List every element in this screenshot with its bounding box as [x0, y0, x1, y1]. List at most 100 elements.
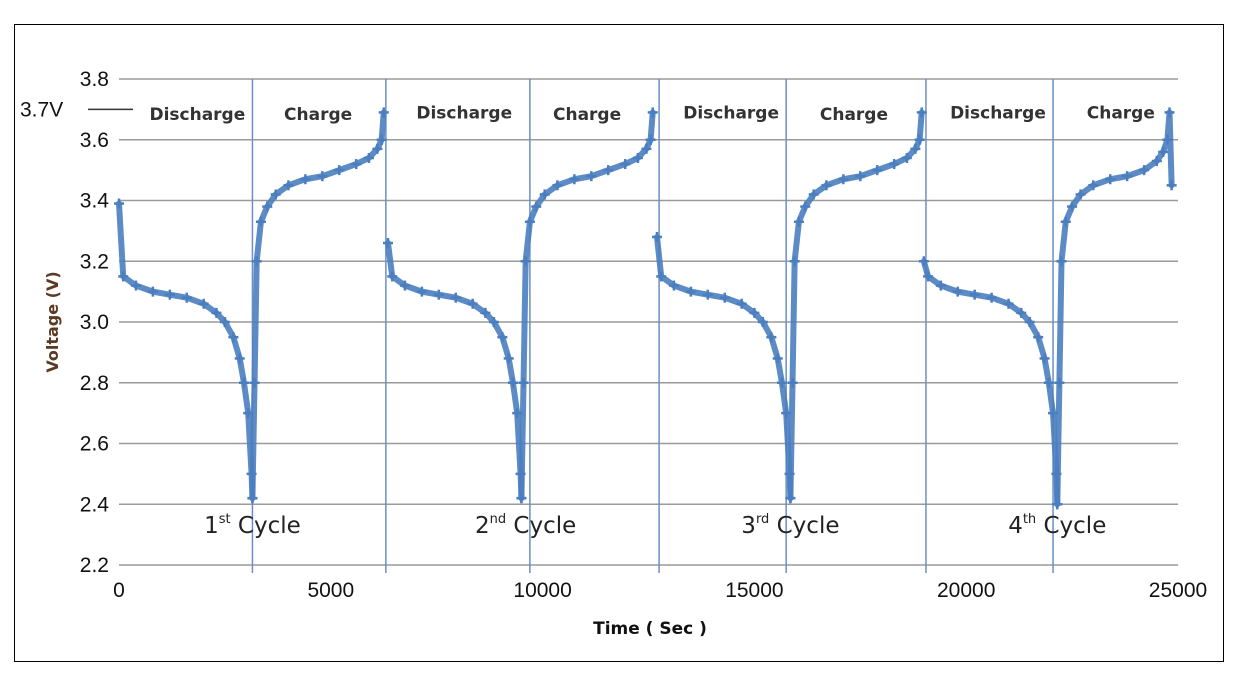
cycle-3-charge-point [787, 377, 798, 388]
cycle-4-charge-point [1164, 107, 1175, 118]
cycle-3-charge-point [855, 171, 866, 182]
x-tick-label: 15000 [725, 579, 783, 602]
cycle-3-charge-point [872, 165, 883, 176]
cycle-ordinal-suffix: rd [756, 512, 769, 527]
cycle-3-charge-point [914, 134, 925, 145]
cycle-4-discharge-point [923, 271, 934, 282]
cycle-2-discharge-line [384, 240, 525, 502]
cycle-2-discharge-point [416, 286, 427, 297]
cycle-1-discharge-point [130, 280, 141, 291]
y-tick-labels: 2.2 2.4 2.6 2.8 3.0 3.2 3.4 3.6 3.8 [80, 68, 110, 577]
cycle-2-discharge-point [507, 377, 518, 388]
cycle-4-charge-point [1075, 189, 1086, 200]
cycle-3-charge-point [838, 174, 849, 185]
x-tick-label: 20000 [937, 579, 995, 602]
cycle-1-charge-point [300, 174, 311, 185]
cycle-3-discharge-point [668, 280, 679, 291]
cycle-4-discharge-point [935, 280, 946, 291]
cycle-3-charge-point [910, 143, 921, 154]
voltage-series [114, 107, 1177, 510]
reference-line-label: 3.7V [20, 98, 63, 121]
x-tick-label: 5000 [307, 579, 354, 602]
cycle-1-charge-point [334, 165, 345, 176]
cycle-1-charge-point [249, 377, 260, 388]
cycle-2-charge-point [632, 152, 643, 163]
cycle-2-charge-point [603, 165, 614, 176]
x-tick-label: 25000 [1149, 579, 1207, 602]
cycle-1-charge-line [249, 109, 387, 502]
cycle-1-discharge-point [219, 317, 230, 327]
cycle-1-discharge-point [234, 353, 245, 364]
chart-frame [14, 24, 1224, 662]
cycle-2-charge-point [641, 143, 652, 154]
cycle-number: 1 [204, 513, 219, 539]
cycle-1-discharge-point [228, 332, 239, 343]
cycle-3-charge-point [901, 152, 912, 163]
cycle-2-discharge-point [450, 292, 461, 303]
cycle-1-discharge-point [181, 292, 192, 303]
cycle-3-discharge-point [702, 289, 713, 300]
cycle-4-discharge-point [1033, 332, 1044, 343]
cycle-2-discharge-point [467, 298, 478, 309]
cycle-2-discharge-point [497, 332, 508, 343]
cycle-3-discharge-point [719, 292, 730, 303]
cycle-1-charge-point [376, 134, 387, 145]
cycle-ordinal-suffix: th [1023, 512, 1036, 527]
y-tick-label: 3.6 [80, 129, 109, 152]
cycle-label: 4th Cycle [1008, 512, 1106, 539]
cycle-number: 3 [741, 513, 756, 539]
cycle-word: Cycle [769, 513, 839, 539]
cycle-1-charge-point [283, 180, 294, 191]
cycle-3-charge-point [793, 216, 804, 227]
cycle-2-charge-point [647, 107, 658, 118]
cycle-4-discharge-point [1039, 353, 1050, 364]
cycle-4-discharge-point [918, 256, 929, 267]
cycle-1-charge-point [270, 189, 281, 200]
cycle-4-charge-point [1052, 499, 1063, 510]
cycle-2-charge-point [518, 377, 529, 388]
cycle-1-discharge-line [116, 200, 256, 502]
cycle-3-discharge-point [736, 298, 747, 309]
cycle-1-charge-point [317, 171, 328, 182]
phase-label: Discharge [683, 103, 779, 123]
x-tick-label: 0 [113, 579, 125, 602]
x-tick-label: 10000 [513, 579, 571, 602]
cycle-4-discharge-point [986, 292, 997, 303]
cycle-4-charge-point [1166, 180, 1177, 191]
phase-label: Discharge [149, 105, 245, 125]
cycle-1-charge-point [378, 107, 389, 118]
y-tick-label: 2.6 [80, 433, 109, 456]
cycle-4-charge-point [1054, 377, 1065, 388]
cycle-4-charge-point [1122, 171, 1133, 182]
cycle-4-charge-point [1151, 156, 1162, 167]
cycle-3-charge-point [889, 159, 900, 170]
cycle-2-discharge-point [387, 271, 398, 282]
phase-label: Discharge [950, 103, 1046, 123]
cycle-2-charge-point [539, 189, 550, 200]
cycle-1-charge-point [262, 201, 273, 212]
cycle-2-charge-point [552, 180, 563, 191]
cycle-3-charge-point [789, 256, 800, 267]
cycle-2-charge-point [586, 171, 597, 182]
cycle-2-charge-point [520, 256, 531, 267]
cycle-2-charge-point [531, 201, 542, 212]
cycle-3-discharge-point [749, 307, 760, 318]
cycle-1-discharge-point [198, 298, 209, 309]
cycle-1-discharge-point [211, 307, 222, 318]
cycle-2-charge-point [569, 174, 580, 185]
cycle-3-discharge-point [757, 317, 768, 327]
cycle-3-discharge-point [766, 332, 777, 343]
cycle-3-discharge-point [772, 353, 783, 364]
y-tick-label: 3.8 [80, 68, 109, 91]
cycle-4-discharge-point [969, 289, 980, 300]
cycle-number: 4 [1008, 513, 1023, 539]
cycle-1-discharge-point [118, 271, 129, 282]
cycle-number: 2 [475, 513, 490, 539]
reference-line: 3.7V [20, 98, 133, 121]
cycle-2-discharge-point [382, 238, 393, 249]
cycle-2-discharge-point [503, 353, 514, 364]
cycle-2-charge-point [645, 134, 656, 145]
cycle-labels: 1st Cycle 2nd Cycle 3rd Cycle 4th Cycle [204, 512, 1106, 539]
cycle-word: Cycle [1036, 513, 1106, 539]
